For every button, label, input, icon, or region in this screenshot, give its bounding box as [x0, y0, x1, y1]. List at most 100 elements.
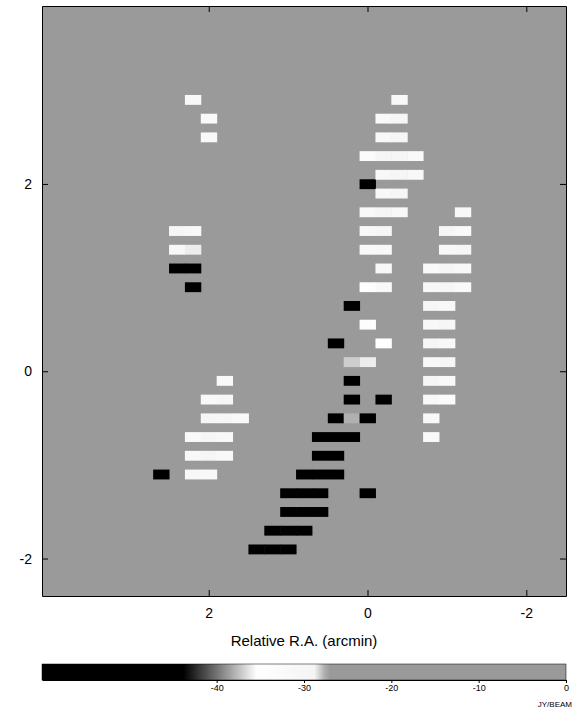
cell [185, 470, 201, 480]
cell [455, 245, 471, 255]
cell [375, 207, 391, 217]
chart: 20-2-202Relative R.A. (arcmin)-40-30-20-… [0, 0, 577, 721]
cell [439, 301, 455, 311]
cell [169, 245, 185, 255]
cell [344, 432, 360, 442]
cell [423, 413, 439, 423]
tick-mark [368, 590, 369, 596]
frame-line [43, 6, 567, 7]
tick: -10 [473, 680, 486, 693]
tick: 0 [564, 680, 569, 693]
tick-mark [526, 6, 527, 12]
cell [328, 413, 344, 423]
cell [201, 114, 217, 124]
cell [280, 488, 296, 498]
cell [455, 282, 471, 292]
colorbar [42, 664, 566, 680]
cell [169, 264, 185, 274]
tick [560, 184, 566, 185]
cell [360, 151, 376, 161]
tick-mark [42, 184, 48, 185]
cell [185, 95, 201, 105]
cell [328, 432, 344, 442]
cell [153, 470, 169, 480]
cell [296, 507, 312, 517]
cell [217, 395, 233, 405]
cell [201, 132, 217, 142]
tick-mark [368, 6, 369, 12]
cell [344, 301, 360, 311]
tick-label: -10 [473, 683, 486, 693]
cell [423, 432, 439, 442]
tick: -2 [521, 590, 534, 621]
cell [185, 245, 201, 255]
tick-label: -40 [211, 683, 224, 693]
tick-label: -2 [20, 551, 33, 567]
tick-label: -30 [298, 683, 311, 693]
cell [296, 488, 312, 498]
cell [391, 189, 407, 199]
tick-mark [42, 371, 48, 372]
cell [439, 395, 455, 405]
tick: 2 [24, 176, 48, 192]
cell [312, 470, 328, 480]
x-axis-title: Relative R.A. (arcmin) [231, 632, 378, 649]
cell [217, 376, 233, 386]
cell [439, 320, 455, 330]
cell [360, 357, 376, 367]
cell [280, 544, 296, 554]
cell [248, 544, 264, 554]
cell [391, 207, 407, 217]
cell [439, 338, 455, 348]
tick-mark [209, 6, 210, 12]
cell [360, 282, 376, 292]
cell [391, 114, 407, 124]
tick-label: 0 [24, 363, 32, 379]
cell [296, 470, 312, 480]
tick-mark [560, 559, 566, 560]
cell [375, 264, 391, 274]
cell [455, 226, 471, 236]
cell [375, 282, 391, 292]
cell [360, 320, 376, 330]
cell [360, 413, 376, 423]
cell [328, 451, 344, 461]
cell [423, 264, 439, 274]
cell [439, 226, 455, 236]
cell [375, 395, 391, 405]
cell [375, 189, 391, 199]
cell [360, 488, 376, 498]
cell [312, 432, 328, 442]
tick: -30 [298, 680, 311, 693]
y-axis-right [560, 7, 567, 597]
cell [439, 245, 455, 255]
cell [360, 226, 376, 236]
cell [344, 395, 360, 405]
tick-mark [42, 559, 48, 560]
cells [153, 95, 471, 554]
cell [233, 413, 249, 423]
cell [328, 470, 344, 480]
tick: -20 [385, 680, 398, 693]
cell [185, 451, 201, 461]
cell [185, 264, 201, 274]
axis-line [42, 7, 43, 597]
frame-line [566, 7, 567, 597]
cell [423, 357, 439, 367]
cell [391, 95, 407, 105]
cell [264, 544, 280, 554]
cell [439, 264, 455, 274]
cell [375, 114, 391, 124]
cell [375, 170, 391, 180]
cell [423, 301, 439, 311]
cell [312, 507, 328, 517]
cell [217, 451, 233, 461]
tick [560, 559, 566, 560]
tick-label: 0 [364, 605, 372, 621]
tick: 0 [364, 590, 372, 621]
colorbar-label: JY/BEAM [538, 700, 573, 709]
cell [423, 338, 439, 348]
axis-line [43, 596, 567, 597]
cell [423, 395, 439, 405]
cell [328, 338, 344, 348]
